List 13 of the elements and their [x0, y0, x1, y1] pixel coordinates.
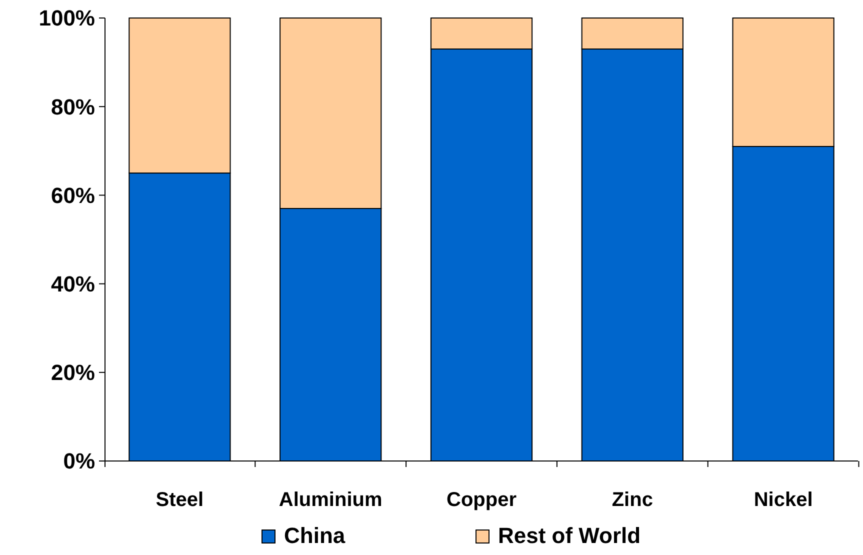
- x-tick-label: Zinc: [612, 489, 653, 511]
- y-tick-label: 80%: [50, 94, 95, 120]
- y-tick-label: 0%: [63, 448, 95, 474]
- legend-label: China: [284, 523, 346, 548]
- y-tick-label: 20%: [50, 360, 95, 386]
- y-tick-label: 100%: [38, 6, 95, 31]
- x-tick-label: Copper: [446, 489, 517, 511]
- x-tick-label: Aluminium: [278, 489, 382, 511]
- x-tick-label: Steel: [156, 489, 204, 511]
- y-tick-label: 40%: [50, 272, 95, 296]
- legend-label: Rest of World: [498, 523, 641, 548]
- y-tick-label: 60%: [50, 182, 95, 208]
- x-tick-label: Nickel: [754, 489, 813, 511]
